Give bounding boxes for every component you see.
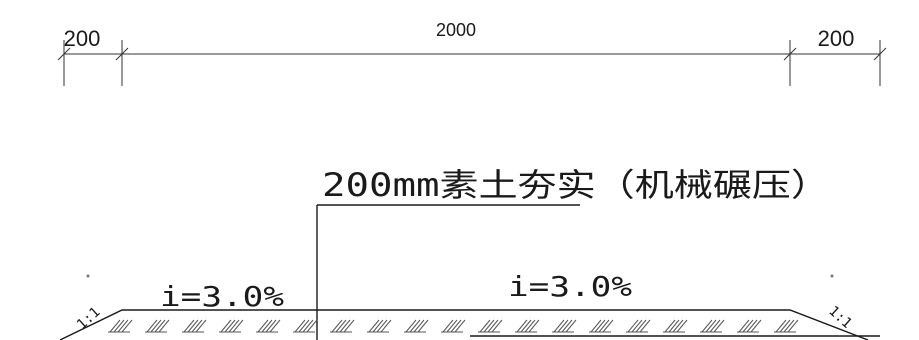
soil-hatch-symbol	[737, 319, 762, 333]
soil-hatch-symbol	[663, 319, 688, 333]
soil-hatch-symbol	[108, 319, 133, 333]
dimension-line: 200 2000 200	[57, 20, 887, 86]
dimension-tick	[783, 47, 797, 61]
soil-hatch-symbol	[441, 319, 466, 333]
soil-hatch-symbol	[293, 319, 318, 333]
side-slope-label-left: 1:1	[74, 304, 104, 333]
subgrade-profile	[59, 309, 880, 340]
soil-hatch-symbol	[219, 319, 244, 333]
subgrade-surface-line	[59, 309, 869, 340]
soil-hatch-symbol	[626, 319, 651, 333]
soil-hatch-symbol	[404, 319, 429, 333]
soil-hatch-symbol	[589, 319, 614, 333]
dimension-label-left: 200	[64, 26, 101, 51]
dimension-label-middle: 2000	[436, 20, 476, 40]
dimension-tick	[115, 47, 129, 61]
soil-hatch-symbol	[515, 319, 540, 333]
soil-hatch-pattern	[108, 319, 799, 333]
soil-hatch-symbol	[774, 319, 799, 333]
drawing-dot	[86, 274, 90, 278]
slope-label-left: i=3.0%	[160, 280, 284, 313]
side-slope-label-right: 1:1	[825, 303, 855, 332]
soil-hatch-symbol	[552, 319, 577, 333]
soil-hatch-symbol	[367, 319, 392, 333]
dimension-label-right: 200	[818, 26, 855, 51]
compaction-label: 200mm素土夯实（机械碾压）	[322, 166, 830, 204]
annotation-leader: 200mm素土夯实（机械碾压）	[316, 166, 830, 340]
dimension-tick	[57, 47, 71, 61]
slope-label-center: i=3.0%	[508, 270, 632, 303]
drawing-dot	[830, 274, 834, 278]
soil-hatch-symbol	[182, 319, 207, 333]
soil-hatch-symbol	[145, 319, 170, 333]
dimension-tick	[873, 47, 887, 61]
soil-hatch-symbol	[478, 319, 503, 333]
soil-hatch-symbol	[700, 319, 725, 333]
soil-hatch-symbol	[330, 319, 355, 333]
soil-hatch-symbol	[256, 319, 281, 333]
